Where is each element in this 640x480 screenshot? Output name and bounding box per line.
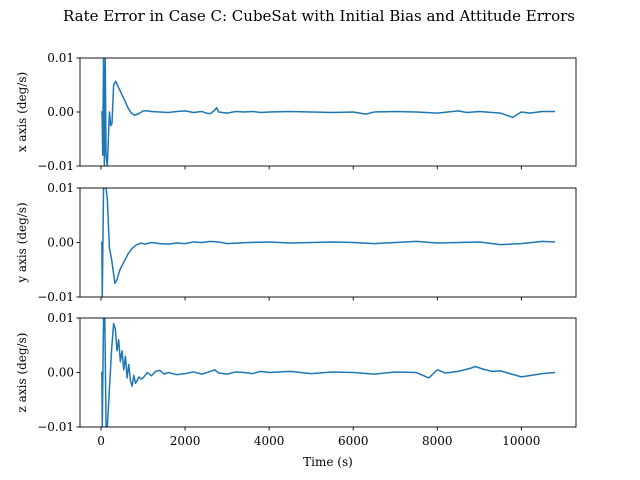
x-tick-label: 0 [97,434,105,448]
y-tick-label: 0.00 [47,366,74,380]
x-tick-label: 10000 [502,434,540,448]
x-axis-label: Time (s) [303,455,353,469]
y-tick-label: 0.00 [47,236,74,250]
y-tick-label: −0.01 [37,420,74,434]
y-axis-label: x axis (deg/s) [15,72,29,152]
y-axis-label: z axis (deg/s) [15,333,29,413]
y-tick-label: 0.01 [47,311,74,325]
x-tick-label: 2000 [170,434,201,448]
subplots: −0.01 0.00 0.01 x axis (deg/s) −0.01 0.00 0.01… [15,51,577,448]
y-tick-label: −0.01 [37,159,74,173]
x-tick-label: 6000 [338,434,369,448]
x-tick-label: 4000 [254,434,285,448]
y-tick-label: 0.01 [47,181,74,195]
y-tick-label: 0.01 [47,51,74,65]
chart-title: Rate Error in Case C: CubeSat with Initi… [63,7,575,25]
y-axis-label: y axis (deg/s) [15,202,29,283]
y-tick-label: −0.01 [37,290,74,304]
series-line-3 [100,318,556,427]
series-line-2 [100,188,556,297]
x-tick-label: 8000 [422,434,453,448]
series-line-1 [100,58,555,166]
y-tick-label: 0.00 [47,105,74,119]
